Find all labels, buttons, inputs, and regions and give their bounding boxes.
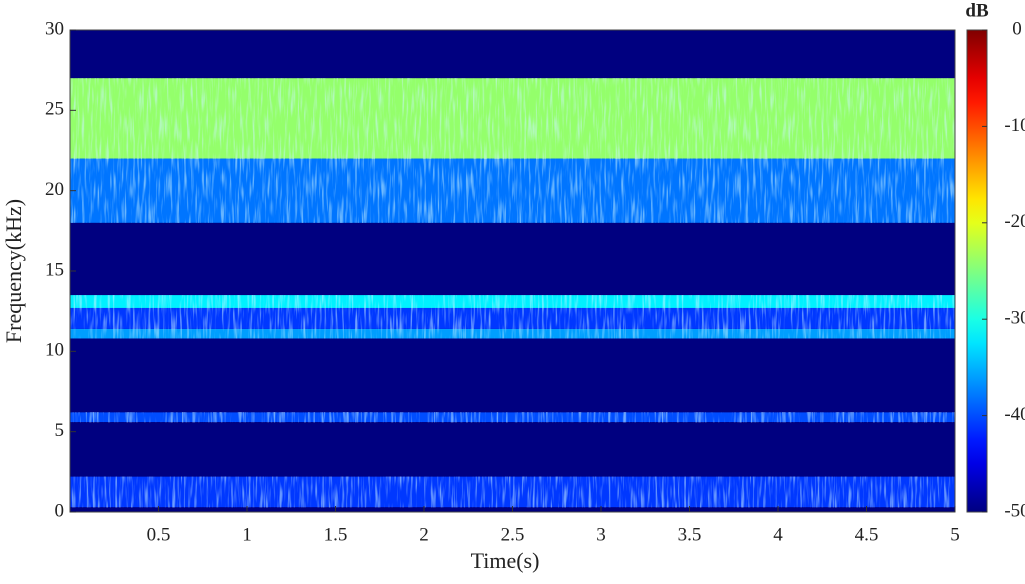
colorbar-tick-label: 0 bbox=[1012, 18, 1022, 39]
band-texture bbox=[70, 295, 955, 308]
colorbar-tick-label: -20 bbox=[1004, 211, 1025, 232]
y-tick-label: 20 bbox=[45, 179, 64, 200]
colorbar-label: dB bbox=[965, 0, 989, 21]
y-tick-label: 25 bbox=[45, 99, 64, 120]
spectrogram bbox=[70, 30, 955, 512]
band-texture bbox=[70, 328, 955, 339]
colorbar-tick-label: -10 bbox=[1004, 115, 1025, 136]
band-texture bbox=[70, 158, 955, 223]
y-tick-label: 30 bbox=[45, 18, 64, 39]
x-tick-label: 0.5 bbox=[147, 524, 171, 545]
y-tick-label: 10 bbox=[45, 340, 64, 361]
x-tick-label: 4.5 bbox=[855, 524, 879, 545]
band-texture bbox=[70, 412, 955, 423]
band-texture bbox=[70, 307, 955, 329]
x-tick-label: 2 bbox=[419, 524, 429, 545]
x-axis-label: Time(s) bbox=[471, 548, 540, 573]
y-tick-label: 15 bbox=[45, 259, 64, 280]
y-tick-label: 5 bbox=[55, 420, 65, 441]
colorbar-tick-label: -50 bbox=[1004, 500, 1025, 521]
y-tick-label: 0 bbox=[55, 500, 65, 521]
band-texture bbox=[70, 476, 955, 508]
colorbar-tick-label: -30 bbox=[1004, 308, 1025, 329]
x-tick-label: 4 bbox=[773, 524, 783, 545]
y-axis-label: Frequency(kHz) bbox=[1, 199, 26, 343]
x-tick-label: 2.5 bbox=[501, 524, 525, 545]
band-texture bbox=[70, 78, 955, 159]
x-tick-label: 3 bbox=[596, 524, 606, 545]
colorbar: 0 -10 -20 -30 -40 -50 bbox=[966, 18, 1025, 521]
x-tick-label: 5 bbox=[950, 524, 960, 545]
x-tick-label: 3.5 bbox=[678, 524, 702, 545]
colorbar-scale bbox=[966, 29, 988, 513]
x-tick-label: 1.5 bbox=[324, 524, 348, 545]
colorbar-tick-label: -40 bbox=[1004, 404, 1025, 425]
x-tick-label: 1 bbox=[242, 524, 252, 545]
